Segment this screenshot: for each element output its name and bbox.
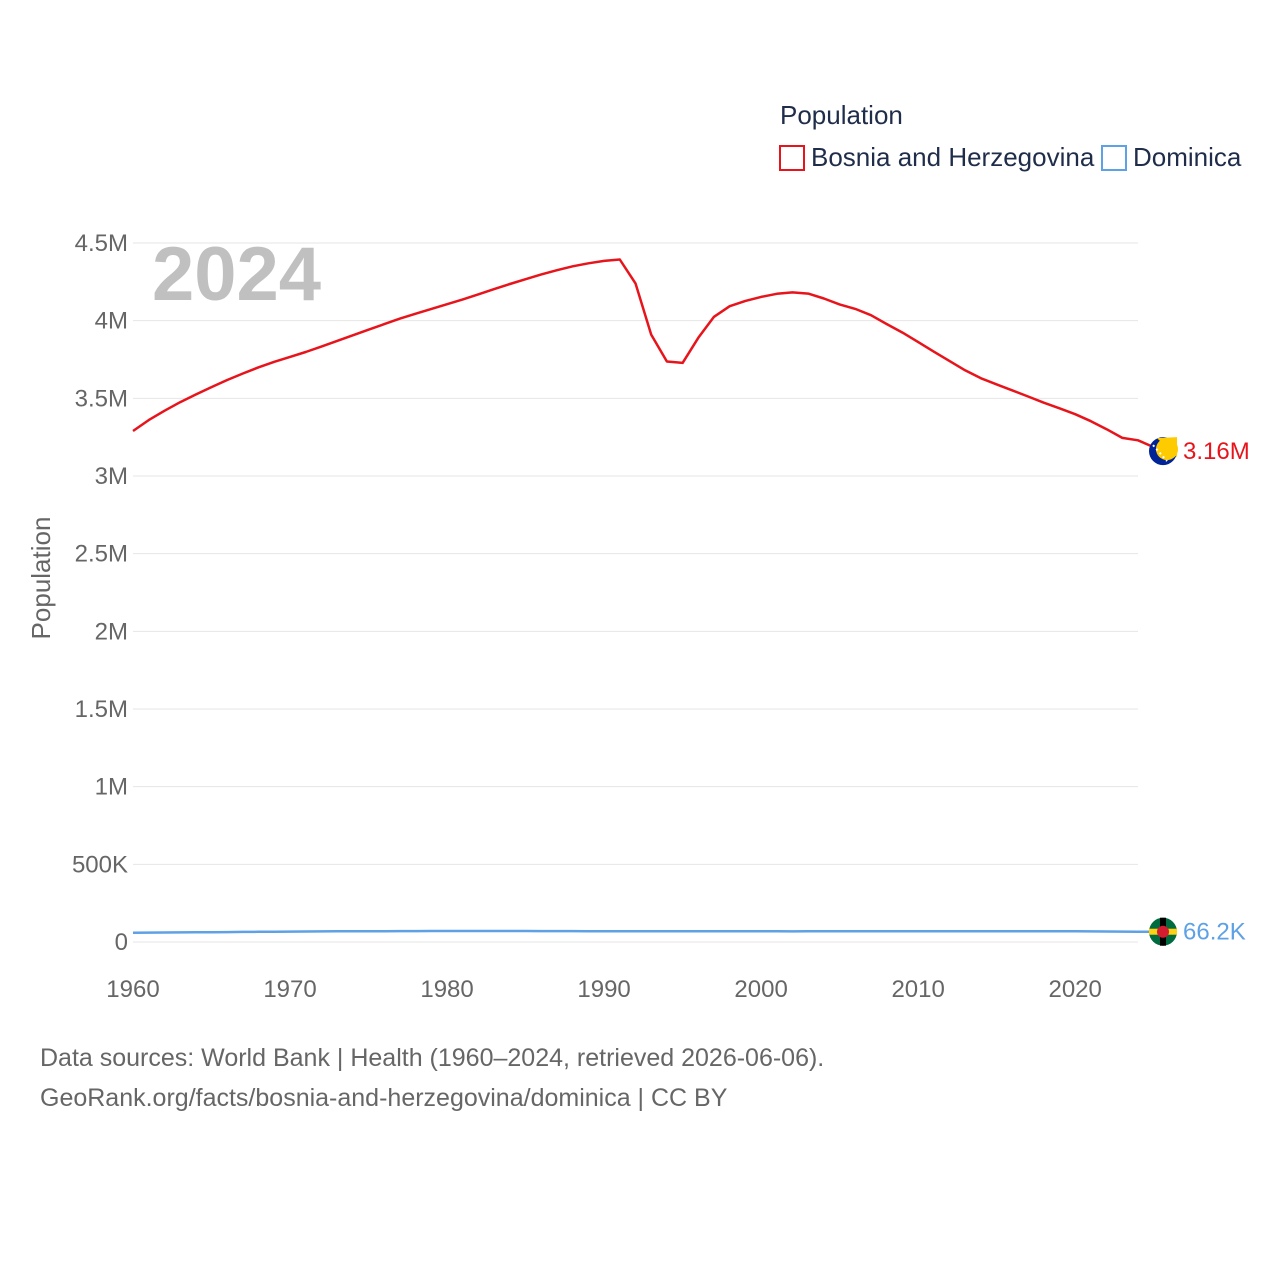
y-tick-label: 1M [95,774,128,801]
y-tick-label: 3.5M [75,385,128,412]
y-tick-label: 3M [95,463,128,490]
legend-swatch-bosnia[interactable] [779,145,805,171]
end-value-label: 66.2K [1183,919,1246,946]
year-watermark: 2024 [152,232,321,317]
footer-sources: Data sources: World Bank | Health (1960–… [40,1044,825,1072]
gridlines [133,242,1138,943]
y-tick-label: 4.5M [75,230,128,257]
y-axis-ticks: 0 500K 1M 1.5M 2M 2.5M 3M 3.5M 4M 4.5M [72,230,128,956]
dominica-flag-icon [1149,917,1177,946]
x-axis-ticks: 1960 1970 1980 1990 2000 2010 2020 [106,976,1102,1003]
x-tick-label: 1990 [577,976,630,1003]
y-tick-label: 500K [72,851,128,878]
x-tick-label: 1980 [420,976,473,1003]
y-tick-label: 4M [95,308,128,335]
y-axis-title: Population [26,517,56,640]
legend-label-dominica[interactable]: Dominica [1133,142,1242,172]
x-tick-label: 2020 [1048,976,1101,1003]
legend-label-bosnia[interactable]: Bosnia and Herzegovina [811,142,1095,172]
y-tick-label: 2.5M [75,541,128,568]
legend-swatch-dominica[interactable] [1101,145,1127,171]
series-lines [132,258,1164,934]
end-value-label: 3.16M [1183,438,1250,465]
x-tick-label: 2010 [891,976,944,1003]
x-tick-label: 1960 [106,976,159,1003]
y-tick-label: 1.5M [75,696,128,723]
y-tick-label: 2M [95,618,128,645]
footer-attribution[interactable]: GeoRank.org/facts/bosnia-and-herzegovina… [40,1084,728,1112]
bosnia-flag-icon [1149,437,1178,466]
x-tick-label: 1970 [263,976,316,1003]
legend-title: Population [780,100,903,130]
series-line-dominica[interactable] [132,929,1163,934]
legend: Population Bosnia and Herzegovina Domini… [779,100,1242,172]
series-line-bosnia[interactable] [132,258,1164,453]
y-tick-label: 0 [115,929,128,956]
x-tick-label: 2000 [734,976,787,1003]
end-markers: 3.16M 66.2K [1149,437,1250,946]
